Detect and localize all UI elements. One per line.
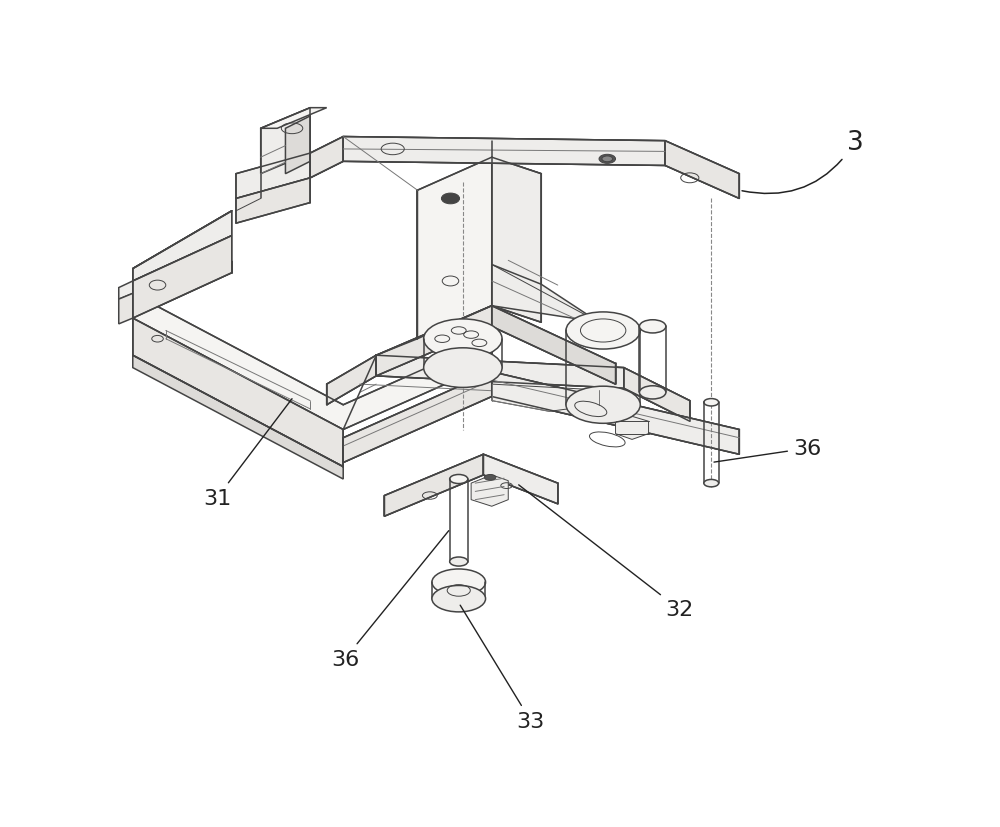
- Polygon shape: [417, 158, 541, 339]
- Ellipse shape: [599, 155, 616, 165]
- Polygon shape: [616, 417, 649, 440]
- Polygon shape: [133, 356, 343, 480]
- Polygon shape: [119, 282, 133, 299]
- Ellipse shape: [424, 319, 502, 359]
- Text: 33: 33: [460, 605, 545, 731]
- Ellipse shape: [432, 569, 486, 595]
- Polygon shape: [285, 117, 310, 174]
- Ellipse shape: [639, 320, 666, 333]
- Ellipse shape: [424, 348, 502, 388]
- Polygon shape: [327, 356, 376, 405]
- Polygon shape: [376, 306, 616, 385]
- Polygon shape: [236, 154, 310, 199]
- Polygon shape: [261, 108, 310, 174]
- Text: 3: 3: [742, 130, 863, 194]
- Polygon shape: [133, 212, 232, 282]
- Polygon shape: [492, 265, 599, 323]
- Ellipse shape: [639, 386, 666, 399]
- Polygon shape: [492, 306, 616, 385]
- Polygon shape: [483, 455, 558, 504]
- Polygon shape: [492, 372, 739, 455]
- Polygon shape: [343, 372, 492, 463]
- Polygon shape: [384, 455, 558, 517]
- Polygon shape: [384, 455, 483, 517]
- Ellipse shape: [441, 194, 460, 204]
- Text: 36: 36: [331, 531, 449, 669]
- Polygon shape: [310, 137, 343, 179]
- Polygon shape: [471, 476, 508, 507]
- Ellipse shape: [566, 387, 640, 423]
- Polygon shape: [492, 385, 599, 412]
- Polygon shape: [133, 212, 232, 294]
- Text: 36: 36: [714, 439, 821, 462]
- Polygon shape: [376, 356, 624, 389]
- Ellipse shape: [432, 586, 486, 612]
- Ellipse shape: [704, 399, 719, 407]
- Polygon shape: [310, 137, 739, 199]
- Ellipse shape: [484, 475, 496, 480]
- Ellipse shape: [704, 480, 719, 487]
- Polygon shape: [492, 158, 541, 323]
- Polygon shape: [376, 306, 492, 376]
- Ellipse shape: [566, 313, 640, 350]
- Polygon shape: [327, 356, 690, 422]
- Polygon shape: [343, 137, 665, 166]
- Polygon shape: [624, 368, 690, 422]
- Text: 32: 32: [519, 485, 693, 619]
- Polygon shape: [343, 372, 739, 463]
- Polygon shape: [133, 237, 232, 318]
- Polygon shape: [665, 141, 739, 199]
- Polygon shape: [261, 108, 327, 129]
- Polygon shape: [133, 212, 232, 318]
- Polygon shape: [119, 294, 133, 324]
- Ellipse shape: [450, 557, 468, 566]
- Polygon shape: [133, 294, 492, 430]
- Ellipse shape: [450, 475, 468, 484]
- Polygon shape: [133, 237, 232, 318]
- Polygon shape: [236, 179, 310, 224]
- Ellipse shape: [602, 157, 613, 163]
- Polygon shape: [133, 318, 343, 467]
- Text: 31: 31: [203, 399, 292, 508]
